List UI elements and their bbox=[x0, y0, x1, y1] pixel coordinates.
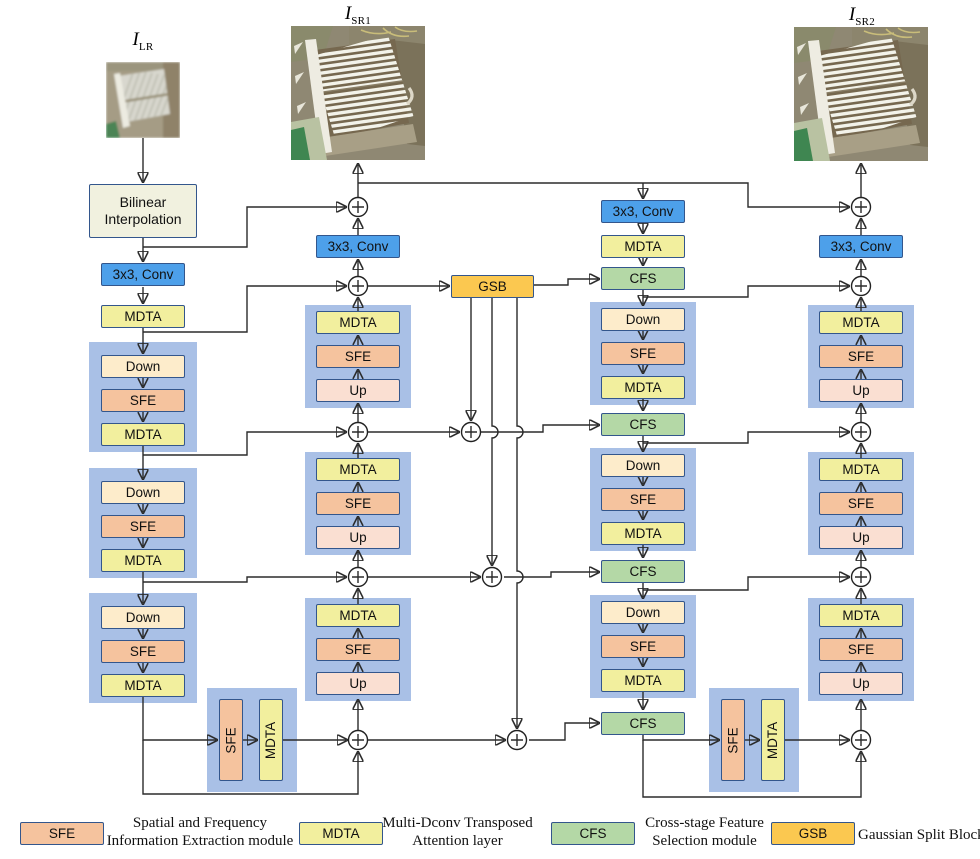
mdta-label: MDTA bbox=[765, 721, 781, 759]
conv-block: 3x3, Conv bbox=[316, 235, 400, 258]
mdta-block: MDTA bbox=[316, 458, 400, 481]
down-block: Down bbox=[101, 355, 185, 378]
sfe-block-vertical: SFE bbox=[721, 699, 745, 781]
label-isr1-sub: SR1 bbox=[351, 14, 372, 27]
sfe-block: SFE bbox=[101, 389, 185, 412]
add-node bbox=[481, 566, 503, 588]
add-node bbox=[850, 566, 872, 588]
add-node bbox=[850, 421, 872, 443]
mdta-block: MDTA bbox=[101, 674, 185, 697]
cfs-block: CFS bbox=[601, 560, 685, 583]
label-isr2-base: I bbox=[848, 4, 856, 25]
sfe-block: SFE bbox=[601, 488, 685, 511]
legend-cfs-desc-line2: Selection module bbox=[652, 833, 757, 850]
mdta-block: MDTA bbox=[101, 549, 185, 572]
mdta-block: MDTA bbox=[819, 311, 903, 334]
legend-sfe-swatch: SFE bbox=[20, 822, 104, 845]
label-ilr-base: I bbox=[132, 29, 139, 50]
label-ilr-sub: LR bbox=[138, 40, 154, 53]
down-block: Down bbox=[101, 481, 185, 504]
mdta-block: MDTA bbox=[101, 423, 185, 446]
add-node bbox=[347, 421, 369, 443]
legend-gsb-swatch: GSB bbox=[771, 822, 855, 845]
cfs-block: CFS bbox=[601, 413, 685, 436]
legend-gsb-desc-line1: Gaussian Split Block bbox=[858, 827, 980, 843]
conv-block: 3x3, Conv bbox=[601, 200, 685, 223]
sfe-block: SFE bbox=[316, 345, 400, 368]
add-node bbox=[347, 196, 369, 218]
down-block: Down bbox=[601, 601, 685, 624]
label-isr2-sub: SR2 bbox=[855, 15, 876, 28]
sfe-block: SFE bbox=[101, 515, 185, 538]
down-block: Down bbox=[601, 454, 685, 477]
sfe-block-vertical: SFE bbox=[219, 699, 243, 781]
up-block: Up bbox=[819, 672, 903, 695]
sfe-block: SFE bbox=[819, 492, 903, 515]
legend-mdta-desc-line1: Multi-Dconv Transposed bbox=[382, 815, 533, 831]
legend-gsb-desc: Gaussian Split Block bbox=[858, 826, 980, 844]
sfe-block: SFE bbox=[316, 638, 400, 661]
down-block: Down bbox=[101, 606, 185, 629]
sfe-label: SFE bbox=[725, 726, 741, 754]
sfe-block: SFE bbox=[601, 342, 685, 365]
mdta-block: MDTA bbox=[601, 235, 685, 258]
mdta-block: MDTA bbox=[601, 669, 685, 692]
sfe-label: SFE bbox=[223, 726, 239, 754]
mdta-block: MDTA bbox=[601, 522, 685, 545]
legend-sfe-desc-line2: Information Extraction module bbox=[106, 833, 294, 850]
up-block: Up bbox=[316, 672, 400, 695]
conv-block: 3x3, Conv bbox=[819, 235, 903, 258]
mdta-block: MDTA bbox=[819, 458, 903, 481]
up-block: Up bbox=[316, 379, 400, 402]
add-node bbox=[850, 729, 872, 751]
label-isr1: ISR1 bbox=[318, 3, 398, 27]
up-block: Up bbox=[819, 379, 903, 402]
image-sr1 bbox=[291, 26, 425, 160]
bilinear-interpolation-block: Bilinear Interpolation bbox=[89, 184, 197, 238]
add-node bbox=[850, 275, 872, 297]
legend-mdta-desc: Multi-Dconv Transposed Attention layer bbox=[360, 814, 555, 851]
sfe-block: SFE bbox=[316, 492, 400, 515]
legend-sfe-desc-line1: Spatial and Frequency bbox=[132, 815, 268, 831]
sfe-block: SFE bbox=[101, 640, 185, 663]
add-node bbox=[347, 729, 369, 751]
up-block: Up bbox=[819, 526, 903, 549]
mdta-block: MDTA bbox=[316, 604, 400, 627]
gsb-block: GSB bbox=[451, 275, 534, 298]
label-isr1-base: I bbox=[344, 3, 352, 24]
sfe-block: SFE bbox=[601, 635, 685, 658]
legend-mdta-desc-line2: Attention layer bbox=[412, 833, 503, 850]
add-node bbox=[347, 566, 369, 588]
legend-cfs-swatch: CFS bbox=[551, 822, 635, 845]
sfe-block: SFE bbox=[819, 638, 903, 661]
add-node bbox=[460, 421, 482, 443]
mdta-block: MDTA bbox=[819, 604, 903, 627]
label-isr2: ISR2 bbox=[822, 4, 902, 28]
legend-cfs-desc-line1: Cross-stage Feature bbox=[645, 815, 764, 831]
mdta-label: MDTA bbox=[263, 721, 279, 759]
down-block: Down bbox=[601, 308, 685, 331]
add-node bbox=[506, 729, 528, 751]
mdta-block: MDTA bbox=[101, 305, 185, 328]
mdta-block: MDTA bbox=[316, 311, 400, 334]
mdta-block-vertical: MDTA bbox=[761, 699, 785, 781]
legend-mdta-swatch: MDTA bbox=[299, 822, 383, 845]
image-sr2 bbox=[794, 27, 928, 161]
conv-block: 3x3, Conv bbox=[101, 263, 185, 286]
add-node bbox=[347, 275, 369, 297]
sfe-block: SFE bbox=[819, 345, 903, 368]
add-node bbox=[850, 196, 872, 218]
up-block: Up bbox=[316, 526, 400, 549]
mdta-block: MDTA bbox=[601, 376, 685, 399]
label-ilr: ILR bbox=[103, 29, 183, 53]
cfs-block: CFS bbox=[601, 712, 685, 735]
legend-sfe-desc: Spatial and Frequency Information Extrac… bbox=[97, 814, 303, 851]
legend-cfs-desc: Cross-stage Feature Selection module bbox=[612, 814, 797, 851]
image-lr bbox=[106, 62, 180, 138]
mdta-block-vertical: MDTA bbox=[259, 699, 283, 781]
cfs-block: CFS bbox=[601, 267, 685, 290]
